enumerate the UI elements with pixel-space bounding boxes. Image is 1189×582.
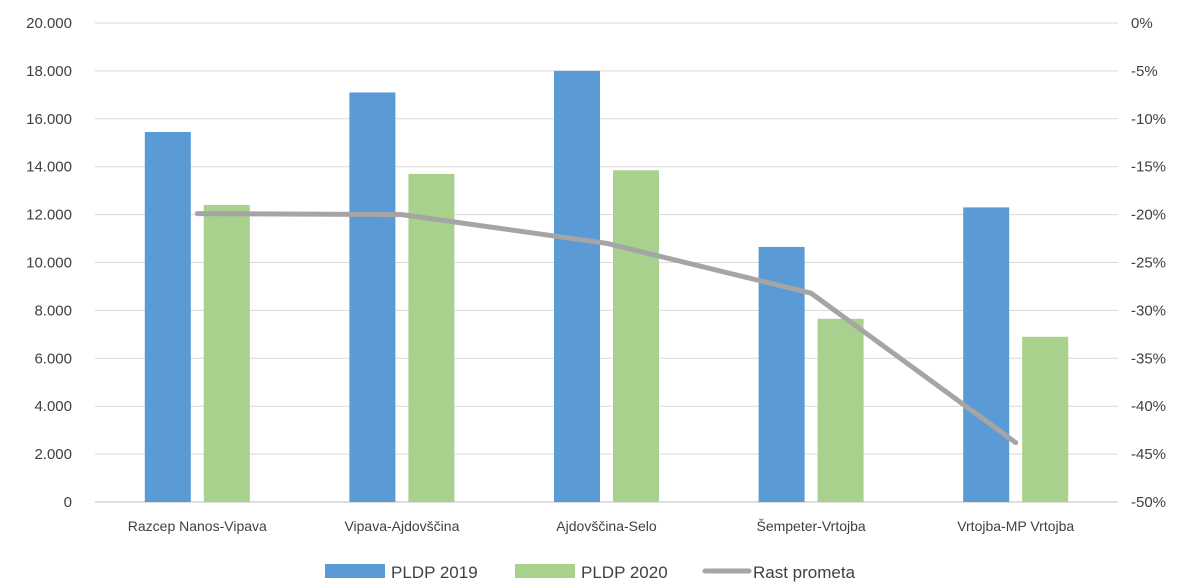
left-tick-label: 16.000 bbox=[26, 111, 72, 128]
legend-label: PLDP 2020 bbox=[581, 563, 668, 582]
right-tick-label: -10% bbox=[1131, 111, 1166, 128]
left-tick-label: 12.000 bbox=[26, 207, 72, 224]
bar-pldp-2020 bbox=[1022, 336, 1069, 502]
left-tick-label: 10.000 bbox=[26, 255, 72, 272]
line-rast-prometa bbox=[194, 211, 1019, 446]
right-tick-label: -15% bbox=[1131, 159, 1166, 176]
left-tick-label: 20.000 bbox=[26, 15, 72, 32]
right-tick-label: 0% bbox=[1131, 15, 1153, 32]
bar-pldp-2020 bbox=[203, 205, 250, 502]
right-axis-ticks: -50% -45% -40% -35% -30% -25% -20% -15% -10% -5% 0… bbox=[1131, 15, 1166, 511]
left-tick-label: 6.000 bbox=[34, 350, 72, 367]
left-tick-label: 14.000 bbox=[26, 159, 72, 176]
bar-pldp-2019 bbox=[963, 207, 1010, 503]
legend: PLDP 2019 PLDP 2020 Rast prometa bbox=[325, 563, 856, 582]
legend-item: Rast prometa bbox=[702, 563, 856, 582]
bar-pldp-2020 bbox=[408, 173, 455, 502]
legend-label: Rast prometa bbox=[753, 563, 856, 582]
category-label: Šempeter-Vrtojba bbox=[756, 518, 865, 534]
left-tick-label: 4.000 bbox=[34, 398, 72, 415]
left-axis-ticks: 0 2.000 4.000 6.000 8.000 10.000 12.000 14.000 1… bbox=[26, 15, 72, 511]
right-tick-label: -45% bbox=[1131, 446, 1166, 463]
legend-item: PLDP 2019 bbox=[325, 563, 478, 582]
right-tick-label: -25% bbox=[1131, 255, 1166, 272]
bars bbox=[144, 70, 1069, 503]
right-tick-label: -30% bbox=[1131, 302, 1166, 319]
growth-line bbox=[194, 211, 1019, 446]
category-label: Vrtojba-MP Vrtojba bbox=[957, 518, 1074, 534]
legend-swatch bbox=[515, 564, 575, 578]
bar-pldp-2019 bbox=[554, 70, 600, 503]
right-tick-label: -40% bbox=[1131, 398, 1166, 415]
legend-label: PLDP 2019 bbox=[391, 563, 478, 582]
category-labels: Razcep Nanos-Vipava Vipava-Ajdovščina Ajdo… bbox=[128, 518, 1075, 534]
right-tick-label: -20% bbox=[1131, 207, 1166, 224]
category-label: Vipava-Ajdovščina bbox=[344, 518, 459, 534]
legend-swatch bbox=[325, 564, 385, 578]
right-tick-label: -35% bbox=[1131, 350, 1166, 367]
category-label: Razcep Nanos-Vipava bbox=[128, 518, 267, 534]
right-tick-label: -50% bbox=[1131, 494, 1166, 511]
bar-pldp-2019 bbox=[144, 131, 191, 502]
left-tick-label: 8.000 bbox=[34, 302, 72, 319]
category-label: Ajdovščina-Selo bbox=[556, 518, 657, 534]
left-tick-label: 18.000 bbox=[26, 63, 72, 80]
left-tick-label: 2.000 bbox=[34, 446, 72, 463]
right-tick-label: -5% bbox=[1131, 63, 1158, 80]
bar-pldp-2019 bbox=[349, 92, 396, 502]
bar-pldp-2020 bbox=[817, 318, 864, 502]
legend-item: PLDP 2020 bbox=[515, 563, 668, 582]
bar-pldp-2020 bbox=[613, 170, 659, 503]
left-tick-label: 0 bbox=[64, 494, 72, 511]
